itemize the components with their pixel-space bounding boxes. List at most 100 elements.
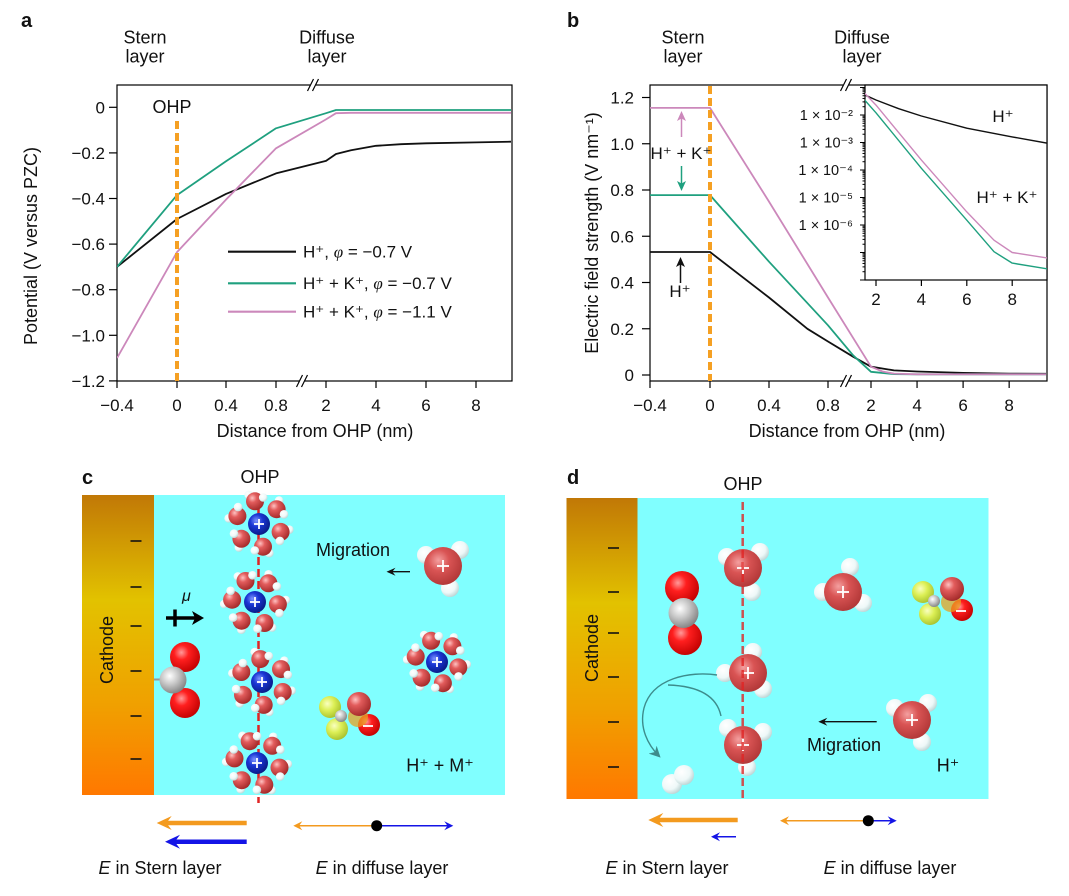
oxygen-atom: [223, 590, 242, 609]
y-tick-label: −0.6: [71, 235, 105, 254]
hydrogen-atom: [409, 669, 419, 678]
fluorine-atom: [326, 718, 348, 740]
water-molecule: [238, 731, 262, 751]
hydrated-cation: [221, 731, 293, 795]
carbon-atom: [668, 598, 699, 628]
stern-layer-header: Stern: [123, 28, 166, 48]
oxygen-atom: [228, 507, 247, 526]
plus-sign-icon: [252, 758, 262, 768]
legend-item: H⁺, φ = −0.7 V: [228, 243, 413, 262]
hydrated-cation: [219, 570, 291, 634]
cathode: [82, 495, 154, 795]
water-molecule: [449, 658, 472, 681]
hydrogen-atom: [674, 765, 694, 785]
water-molecule: [221, 745, 244, 768]
cathode-label: Cathode: [582, 614, 602, 682]
x-tick-label: 0.8: [816, 396, 840, 415]
oxygen-atom: [232, 663, 251, 681]
oxygen-atom: [940, 577, 964, 601]
y-tick-label: 0: [625, 366, 634, 385]
panel-label-c: c: [82, 467, 93, 489]
x-tick-label: 0.4: [214, 396, 238, 415]
series-line-h-k-11: [650, 107, 1046, 376]
y-axis-title: Potential (V versus PZC): [21, 147, 41, 345]
water-molecule: [259, 570, 282, 593]
reference-point: [371, 820, 383, 832]
hydrogen-atom: [229, 772, 238, 781]
electrolyte-label: H⁺ + M⁺: [406, 756, 474, 776]
hydrogen-atom: [716, 664, 734, 682]
diffuse-field-caption: E in diffuse layer: [316, 858, 449, 878]
legend-item: H⁺ + K⁺, φ = −1.1 V: [228, 303, 452, 322]
hydrogen-atom: [229, 745, 239, 754]
hydrogen-atom: [456, 646, 465, 655]
x-tick-label: 8: [471, 396, 480, 415]
diffuse-layer-header-line2: layer: [842, 47, 881, 67]
oxygen-atom: [170, 642, 200, 672]
panel-label-d: d: [567, 467, 579, 489]
stern-field-caption: E in Stern layer: [605, 858, 728, 878]
hydronium-ion: [417, 541, 469, 597]
y-tick-label: 0.8: [610, 181, 634, 200]
inset-frame: [864, 84, 1048, 281]
oxygen-atom: [225, 749, 244, 768]
hydrated-cation: [402, 630, 472, 694]
y-tick-label: −0.2: [71, 144, 105, 163]
cathode-label: Cathode: [97, 616, 117, 684]
water-molecule: [263, 732, 285, 755]
arrow-up-black: [676, 257, 685, 283]
surface-charges: [608, 547, 619, 768]
y-tick-label: 0.6: [610, 227, 634, 246]
hydrogen-atom: [258, 493, 268, 502]
water-molecule: [402, 643, 425, 666]
ohp-label: OHP: [240, 467, 279, 487]
arrow-up-pink: [677, 111, 686, 137]
x-tick-label: 8: [1004, 396, 1013, 415]
hydrogen-atom: [430, 683, 440, 693]
anion: [912, 577, 973, 625]
hydronium-ion: [716, 643, 772, 698]
legend-item: H⁺ + K⁺, φ = −0.7 V: [228, 274, 452, 293]
x-axis-title: Distance from OHP (nm): [217, 421, 414, 441]
water-molecule: [233, 571, 257, 590]
inset-label-h-k: H⁺ + K⁺: [977, 188, 1038, 207]
oxygen-atom: [406, 647, 425, 666]
panel-c: c OHP Cathode μ Migration H⁺ + M⁺ E in S…: [82, 467, 505, 878]
water-molecule: [271, 522, 294, 546]
chart-b-inset: 1 × 10⁻² 1 × 10⁻³ 1 × 10⁻⁴ 1 × 10⁻⁵ 1 × 10⁻⁶…: [798, 84, 1048, 309]
plus-sign-icon: [906, 714, 918, 726]
inset-x-tick-label: 8: [1007, 290, 1016, 309]
migration-arrow-icon: [818, 717, 877, 726]
legend-label: H⁺ + K⁺, φ = −0.7 V: [303, 274, 452, 293]
carbon-atom: [159, 666, 187, 694]
hydrogen-atom: [276, 696, 286, 706]
stern-layer-header: Stern: [661, 28, 704, 48]
chart-a-plot: 0 −0.2 −0.4 −0.6 −0.8 −1.0 −1.2 −0.4 0 0.4 0.8 2 4 6 8…: [21, 78, 513, 441]
x-tick-label: 0.4: [757, 396, 781, 415]
inset-series-line-h-only: [865, 94, 1047, 144]
reaction-arrow-icon: [641, 673, 722, 758]
diffuse-field-arrow-blue: [376, 821, 454, 831]
carbon-atom: [335, 710, 347, 722]
inset-y-tick-label: 1 × 10⁻⁵: [799, 191, 853, 207]
inset-x-tick-label: 2: [871, 290, 880, 309]
panel-a: a Stern layer Diffuse layer 0 −0.2 −0.4 −0.…: [21, 10, 513, 441]
oxygen-atom: [668, 621, 702, 655]
x-tick-label: 0.8: [264, 396, 288, 415]
hydrogen-atom: [275, 536, 285, 546]
y-tick-label: 0: [96, 98, 105, 117]
stern-layer-header-line2: layer: [663, 47, 702, 67]
oxygen-atom: [271, 522, 290, 541]
cathode: [566, 498, 638, 799]
diffuse-field-arrow-orange: [293, 821, 377, 831]
x-tick-label: 2: [321, 396, 330, 415]
y-tick-label: 0.4: [610, 274, 634, 293]
inset-x-tick-label: 4: [917, 290, 926, 309]
plus-sign-icon: [250, 597, 260, 607]
water-molecule: [250, 695, 274, 717]
water-molecule: [267, 496, 289, 519]
plus-sign-icon: [432, 657, 442, 667]
water-molecule: [252, 775, 276, 795]
inset-x-tick-label: 6: [962, 290, 971, 309]
hydrated-cation: [224, 490, 294, 558]
